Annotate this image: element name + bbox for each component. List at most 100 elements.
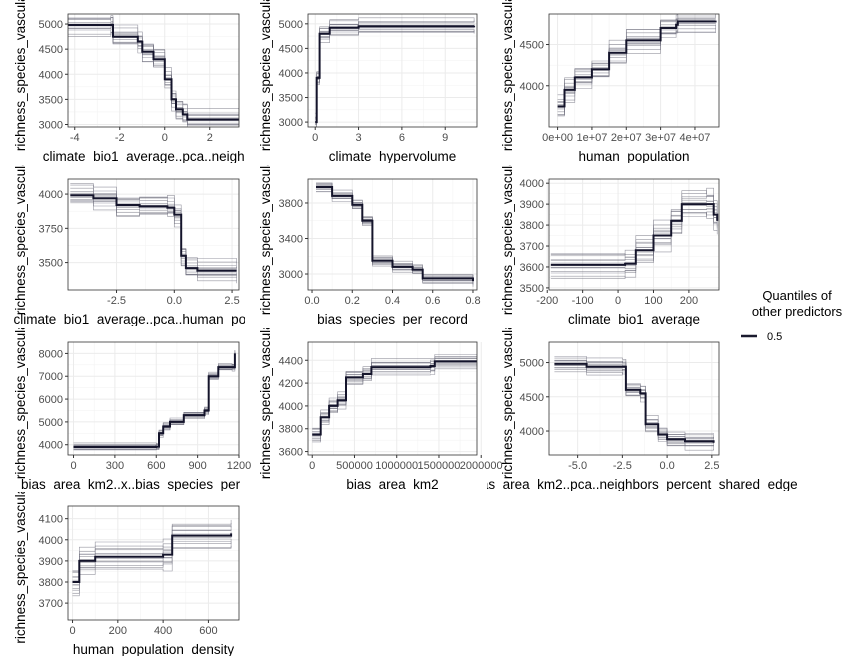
plot-border: [67, 505, 240, 621]
y-tick-label: 4100: [39, 514, 63, 526]
x-tick-label: 600: [147, 460, 165, 472]
y-tick-label: 3600: [520, 262, 544, 274]
y-axis-title: richness_species_vascular: [258, 0, 273, 151]
y-tick-label: 4000: [279, 68, 303, 80]
x-tick-label: 0.8: [465, 295, 480, 307]
legend-entry-label: 0.5: [767, 331, 782, 343]
panel: -4 -2 0 230003500400045005000climate_bio1_a…: [13, 0, 245, 163]
y-tick-label: 4500: [520, 40, 544, 52]
median-line: [316, 186, 474, 282]
y-tick-label: 3000: [279, 117, 303, 129]
x-tick-label: 0: [70, 460, 76, 472]
y-tick-label: 3700: [520, 241, 544, 253]
x-tick-label: 100: [644, 295, 662, 307]
x-tick-label: 0: [312, 132, 318, 144]
y-tick-label: 4500: [39, 44, 63, 56]
median-line: [72, 533, 233, 583]
x-tick-label: -2.5: [613, 460, 632, 472]
series-group: [316, 182, 474, 287]
panel: -5.0 -2.5 0.0 2.5 4000 4500 5000 bias_area_km2.…: [470, 328, 798, 492]
legend: Quantiles of other predictors 0.5: [741, 288, 843, 343]
axis-titles: human_population_density richness_species…: [13, 482, 235, 657]
plot-border: [548, 13, 720, 128]
ice-line: [68, 17, 239, 114]
x-tick-label: -4: [70, 132, 80, 144]
ice-line: [557, 24, 716, 113]
y-axis-title: richness_species_vascular: [13, 482, 28, 644]
x-tick-label: -2: [115, 132, 125, 144]
panel: 0 300 600 900 1200 4000 5000 6000 7000 8000 bias_a…: [13, 328, 286, 492]
y-tick-label: 4000: [39, 535, 63, 547]
series-group: [70, 183, 237, 284]
axis-titles: climate_hypervolume richness_species_vasc…: [258, 0, 457, 164]
ice-line: [557, 22, 716, 108]
legend-title-line-1: Quantiles of: [762, 288, 832, 303]
x-tick-label: 500000: [336, 460, 373, 472]
ice-line: [557, 25, 716, 116]
x-axis-title: climate_hypervolume: [329, 149, 457, 164]
plot-background: [308, 14, 477, 127]
x-tick-label: 600: [199, 625, 217, 637]
panel: 0 500000 1000000 1500000 2000000 3600 3800 4000…: [258, 317, 503, 492]
ice-line: [312, 354, 477, 429]
axis-titles: human_population richness_species_vascula…: [500, 0, 690, 163]
y-tick-label: 8000: [39, 348, 63, 360]
series-group: [72, 519, 233, 597]
axis-titles: climate_bio1_average richness_species_vas…: [500, 165, 700, 326]
x-tick-label: 2000000: [460, 460, 503, 472]
plot-background: [549, 179, 719, 290]
series-group: [73, 350, 236, 451]
median-line: [68, 24, 239, 121]
y-tick-label: 4000: [520, 81, 544, 93]
median-line: [312, 360, 477, 436]
y-tick-label: 3500: [279, 93, 303, 105]
x-tick-label: 0e+00: [542, 132, 573, 144]
x-axis-title: bias_area_km2: [346, 477, 438, 492]
y-tick-label: 5000: [520, 358, 544, 370]
y-tick-label: 3800: [279, 424, 303, 436]
x-axis-title: bias_area_km2..pca..neighbors_percent_sh…: [470, 477, 797, 492]
series-group: [312, 354, 477, 443]
y-tick-label: 3800: [39, 577, 63, 589]
axis-titles: climate_bio1_average..pca..neighbor richn…: [13, 0, 245, 163]
x-tick-label: 3e+07: [645, 132, 676, 144]
x-tick-label: 9: [442, 132, 448, 144]
x-tick-label: 400: [154, 625, 172, 637]
x-axis-title: human_population_density: [73, 642, 235, 657]
x-tick-label: 2: [207, 132, 213, 144]
panel: 0.0 0.2 0.4 0.6 0.8300034003800bias_species_…: [258, 165, 481, 327]
x-tick-label: 0: [162, 132, 168, 144]
plot-border: [67, 178, 240, 291]
x-tick-label: -5.0: [568, 460, 587, 472]
panel: 0 200 400 60037003800390040004100human_popu…: [13, 482, 240, 657]
x-tick-label: 0: [615, 295, 621, 307]
y-tick-label: 3750: [39, 223, 63, 235]
y-tick-label: 4000: [39, 69, 63, 81]
x-tick-label: 4e+07: [680, 132, 711, 144]
y-tick-label: 4000: [39, 189, 63, 201]
x-tick-label: -200: [536, 295, 558, 307]
plot-background: [68, 342, 239, 455]
y-tick-label: 3000: [279, 269, 303, 281]
x-tick-label: 0.0: [659, 460, 674, 472]
plot-background: [68, 14, 239, 127]
panel: 0e+00 1e+07 2e+07 3e+07 4e+0740004500human_p…: [500, 0, 720, 163]
plot-border: [67, 13, 240, 128]
x-axis-title: bias_species_per_record: [317, 312, 468, 327]
x-tick-label: 1e+07: [576, 132, 607, 144]
median-line: [557, 20, 717, 108]
plot-border: [307, 341, 478, 456]
y-tick-label: 4500: [279, 43, 303, 55]
y-axis-title: richness_species_vascular: [258, 317, 273, 479]
y-tick-label: 3600: [279, 447, 303, 459]
ice-line: [554, 357, 714, 435]
ice-line: [72, 523, 232, 571]
ice-line: [312, 366, 477, 443]
x-tick-label: 300: [106, 460, 124, 472]
ice-line: [312, 364, 477, 440]
ice-line: [312, 367, 477, 441]
x-axis-title: bias_area_km2..x..bias_species_per_recor…: [21, 477, 286, 492]
x-tick-label: 200: [680, 295, 698, 307]
ice-line: [557, 23, 716, 110]
x-tick-label: 2.5: [224, 295, 239, 307]
